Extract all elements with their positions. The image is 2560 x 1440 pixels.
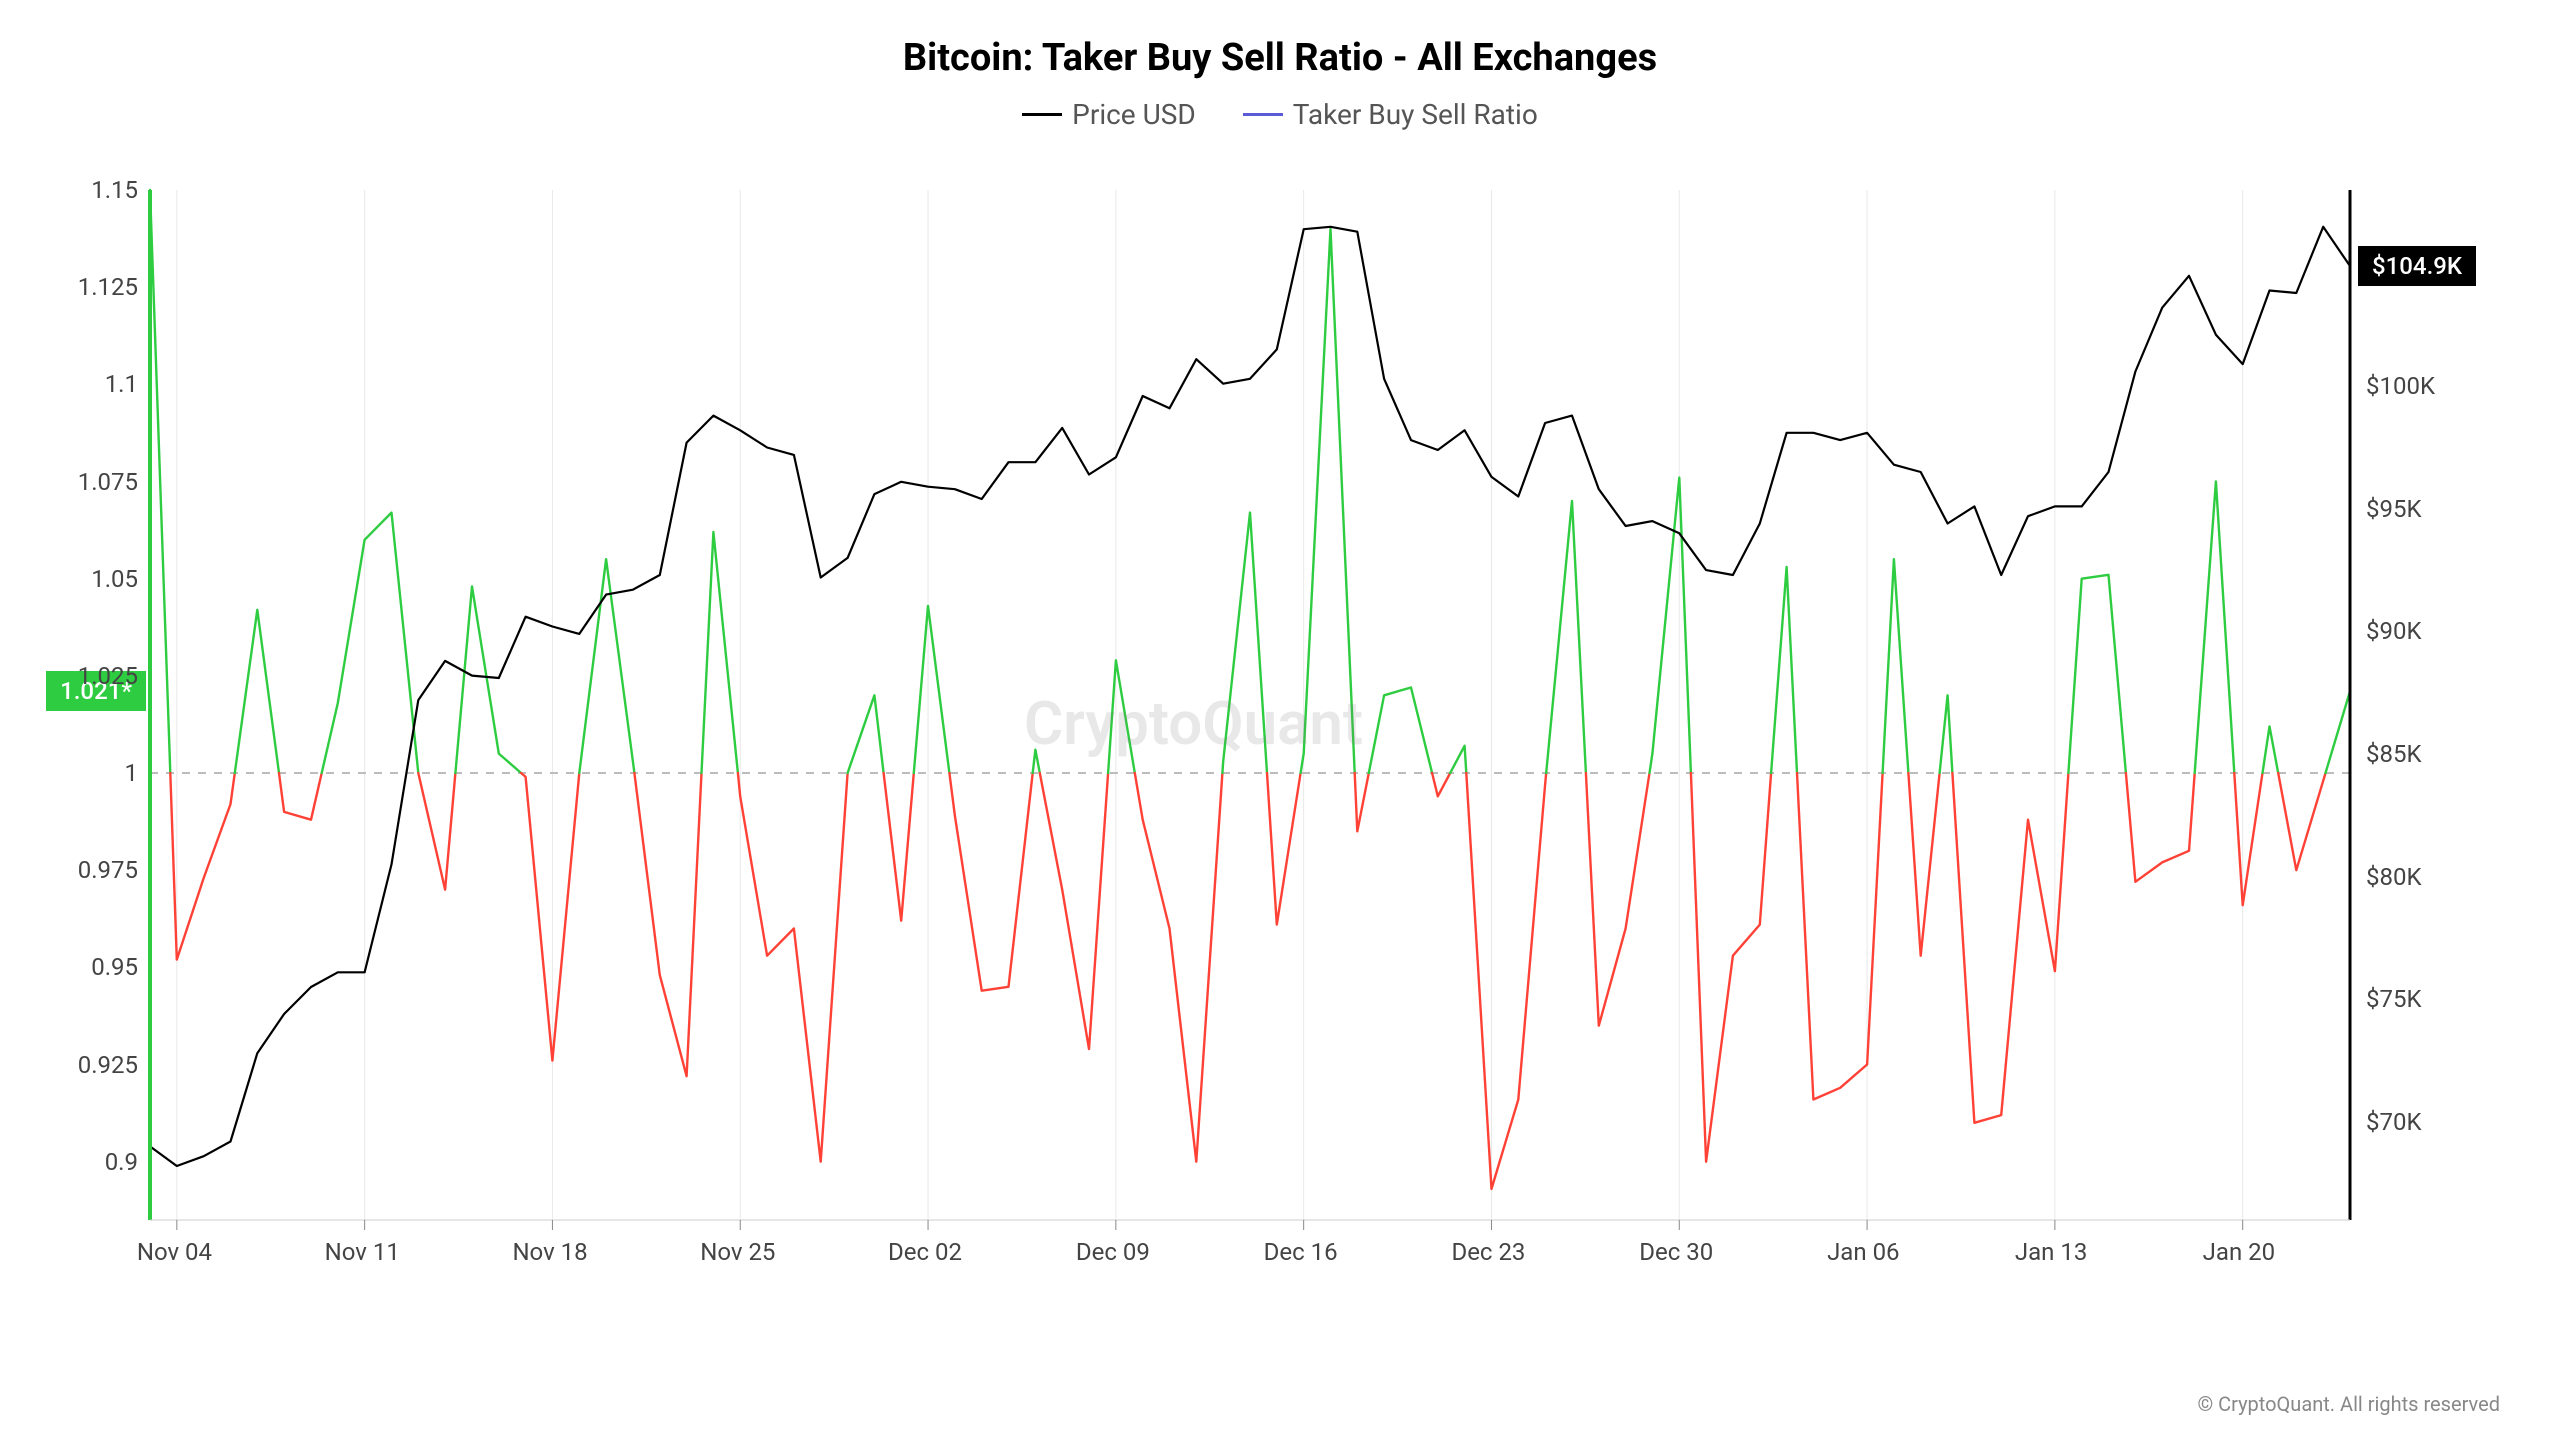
right-tick-label: $70K xyxy=(2366,1108,2422,1136)
left-tick-label: 1.05 xyxy=(91,565,138,593)
legend-ratio-label: Taker Buy Sell Ratio xyxy=(1293,98,1538,131)
x-tick-label: Dec 02 xyxy=(888,1238,962,1266)
left-tick-label: 1 xyxy=(125,759,139,787)
x-tick-label: Jan 06 xyxy=(1827,1238,1899,1266)
x-tick-label: Dec 30 xyxy=(1639,1238,1713,1266)
left-tick-label: 0.95 xyxy=(91,953,138,981)
chart-title: Bitcoin: Taker Buy Sell Ratio - All Exch… xyxy=(0,36,2560,80)
x-tick-label: Dec 16 xyxy=(1264,1238,1338,1266)
x-tick-label: Dec 23 xyxy=(1451,1238,1525,1266)
legend-price-swatch xyxy=(1022,113,1062,116)
x-tick-label: Nov 04 xyxy=(137,1238,212,1266)
left-tick-label: 1.075 xyxy=(78,468,138,496)
left-tick-label: 0.925 xyxy=(78,1051,138,1079)
legend: Price USD Taker Buy Sell Ratio xyxy=(0,90,2560,131)
plot-area: CryptoQuant xyxy=(120,150,2380,1270)
right-tick-label: $80K xyxy=(2366,863,2422,891)
x-tick-label: Dec 09 xyxy=(1076,1238,1150,1266)
left-tick-label: 1.1 xyxy=(105,370,138,398)
left-tick-label: 1.15 xyxy=(91,176,138,204)
x-tick-label: Jan 20 xyxy=(2203,1238,2275,1266)
x-tick-label: Nov 18 xyxy=(512,1238,587,1266)
right-tick-label: $85K xyxy=(2366,740,2422,768)
left-tick-label: 0.9 xyxy=(105,1148,138,1176)
chart-svg xyxy=(120,150,2380,1270)
x-tick-label: Nov 11 xyxy=(325,1238,400,1266)
left-tick-label: 1.125 xyxy=(78,273,138,301)
right-tick-label: $75K xyxy=(2366,985,2422,1013)
right-tick-label: $100K xyxy=(2366,372,2435,400)
chart-container: Bitcoin: Taker Buy Sell Ratio - All Exch… xyxy=(0,0,2560,1440)
left-tick-label: 1.025 xyxy=(78,662,138,690)
x-tick-label: Nov 25 xyxy=(700,1238,775,1266)
legend-ratio: Taker Buy Sell Ratio xyxy=(1243,98,1538,131)
right-tick-label: $95K xyxy=(2366,495,2422,523)
x-tick-label: Jan 13 xyxy=(2015,1238,2087,1266)
right-tick-label: $90K xyxy=(2366,617,2422,645)
legend-price-label: Price USD xyxy=(1072,98,1196,131)
legend-price: Price USD xyxy=(1022,98,1196,131)
footer-copyright: © CryptoQuant. All rights reserved xyxy=(2197,1392,2500,1416)
left-tick-label: 0.975 xyxy=(78,856,138,884)
legend-ratio-swatch xyxy=(1243,113,1283,116)
right-axis-badge: $104.9K xyxy=(2358,246,2476,286)
